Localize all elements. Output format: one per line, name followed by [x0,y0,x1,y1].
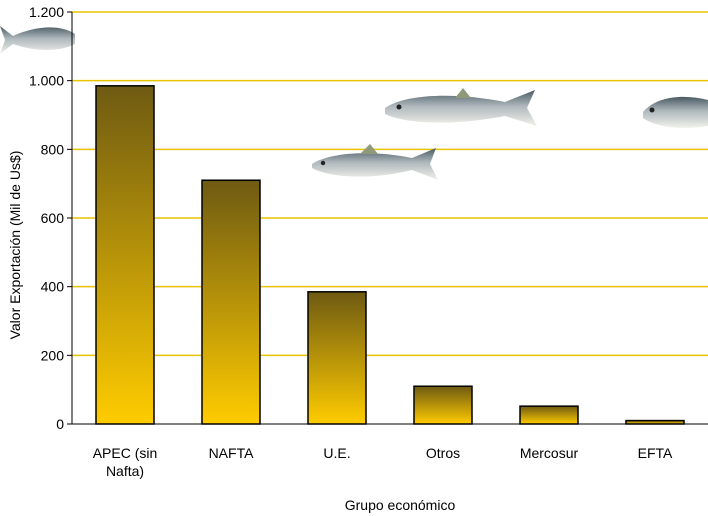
fish-image [312,144,438,180]
x-tick-label: EFTA [638,445,673,461]
bar [307,291,367,425]
axes [67,11,708,425]
y-tick-label: 1.000 [29,73,64,89]
fish-image [0,26,75,54]
fish-image [643,96,708,128]
x-axis-label: Grupo económico [345,497,456,513]
bar [201,179,261,425]
gridlines [72,11,708,357]
y-tick-label: 800 [41,141,65,157]
y-tick-labels: 0 200 400 600 800 1.000 1.200 [29,4,64,432]
y-tick-label: 200 [41,347,65,363]
y-axis-label: Valor Exportación (Mil de Us$) [7,151,23,340]
bar [95,85,155,425]
y-tick-label: 0 [56,416,64,432]
bar [413,385,473,425]
x-tick-label: Otros [426,445,460,461]
y-tick-label: 600 [41,210,65,226]
x-tick-label: APEC (sin Nafta) [93,445,158,479]
y-tick-label: 400 [41,279,65,295]
bars [95,85,685,425]
bar [625,419,685,425]
x-tick-label: NAFTA [209,445,255,461]
x-tick-label: Mercosur [520,445,579,461]
y-tick-label: 1.200 [29,4,64,20]
x-tick-labels: APEC (sin Nafta) NAFTA U.E. Otros Mercosur EFT… [93,445,673,479]
fish-image [385,88,537,126]
bar [519,405,579,425]
x-tick-label: U.E. [323,445,350,461]
